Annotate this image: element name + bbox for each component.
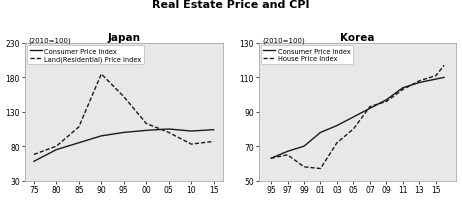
- House Price Index: [285, 154, 290, 156]
- Consumer Price Index: [351, 116, 356, 119]
- Land(Residential) Price Index: [54, 145, 59, 148]
- Consumer Price Index: [367, 108, 373, 110]
- Consumer Price Index: [31, 160, 36, 163]
- Consumer Price Index: [98, 135, 104, 137]
- Consumer Price Index: [166, 128, 171, 131]
- Consumer Price Index: [285, 150, 290, 153]
- Consumer Price Index: [211, 129, 217, 131]
- Consumer Price Index: [188, 130, 194, 133]
- House Price Index: [367, 106, 373, 108]
- Line: Land(Residential) Price Index: Land(Residential) Price Index: [34, 75, 214, 155]
- Consumer Price Index: [400, 87, 406, 89]
- Consumer Price Index: [334, 125, 340, 127]
- Legend: Consumer Price Index, House Price Index: Consumer Price Index, House Price Index: [261, 46, 353, 65]
- Land(Residential) Price Index: [144, 123, 149, 125]
- Land(Residential) Price Index: [121, 96, 127, 98]
- Consumer Price Index: [121, 132, 127, 134]
- Text: (2010=100): (2010=100): [29, 37, 72, 44]
- House Price Index: [301, 166, 307, 168]
- House Price Index: [433, 75, 438, 77]
- Consumer Price Index: [268, 157, 274, 160]
- Consumer Price Index: [417, 82, 422, 84]
- Consumer Price Index: [144, 129, 149, 132]
- House Price Index: [441, 65, 447, 67]
- House Price Index: [334, 142, 340, 144]
- House Price Index: [351, 128, 356, 131]
- Text: (2010=100): (2010=100): [263, 37, 305, 44]
- Line: House Price Index: House Price Index: [271, 66, 444, 169]
- Consumer Price Index: [441, 77, 447, 79]
- House Price Index: [268, 157, 274, 160]
- Land(Residential) Price Index: [31, 153, 36, 156]
- Legend: Consumer Price Index, Land(Residential) Price Index: Consumer Price Index, Land(Residential) …: [27, 46, 144, 65]
- Land(Residential) Price Index: [98, 73, 104, 76]
- Consumer Price Index: [383, 99, 389, 101]
- House Price Index: [318, 167, 323, 170]
- Consumer Price Index: [318, 132, 323, 134]
- Line: Consumer Price Index: Consumer Price Index: [271, 78, 444, 158]
- Land(Residential) Price Index: [188, 143, 194, 146]
- Line: Consumer Price Index: Consumer Price Index: [34, 129, 214, 162]
- Consumer Price Index: [76, 142, 82, 144]
- House Price Index: [417, 80, 422, 83]
- Title: Korea: Korea: [340, 33, 375, 43]
- Land(Residential) Price Index: [166, 132, 171, 134]
- House Price Index: [400, 89, 406, 91]
- Title: Japan: Japan: [107, 33, 140, 43]
- Consumer Price Index: [433, 78, 438, 81]
- Land(Residential) Price Index: [211, 140, 217, 143]
- Text: Real Estate Price and CPI: Real Estate Price and CPI: [152, 0, 310, 10]
- Land(Residential) Price Index: [76, 126, 82, 128]
- Consumer Price Index: [54, 149, 59, 151]
- Consumer Price Index: [301, 145, 307, 148]
- House Price Index: [383, 101, 389, 103]
